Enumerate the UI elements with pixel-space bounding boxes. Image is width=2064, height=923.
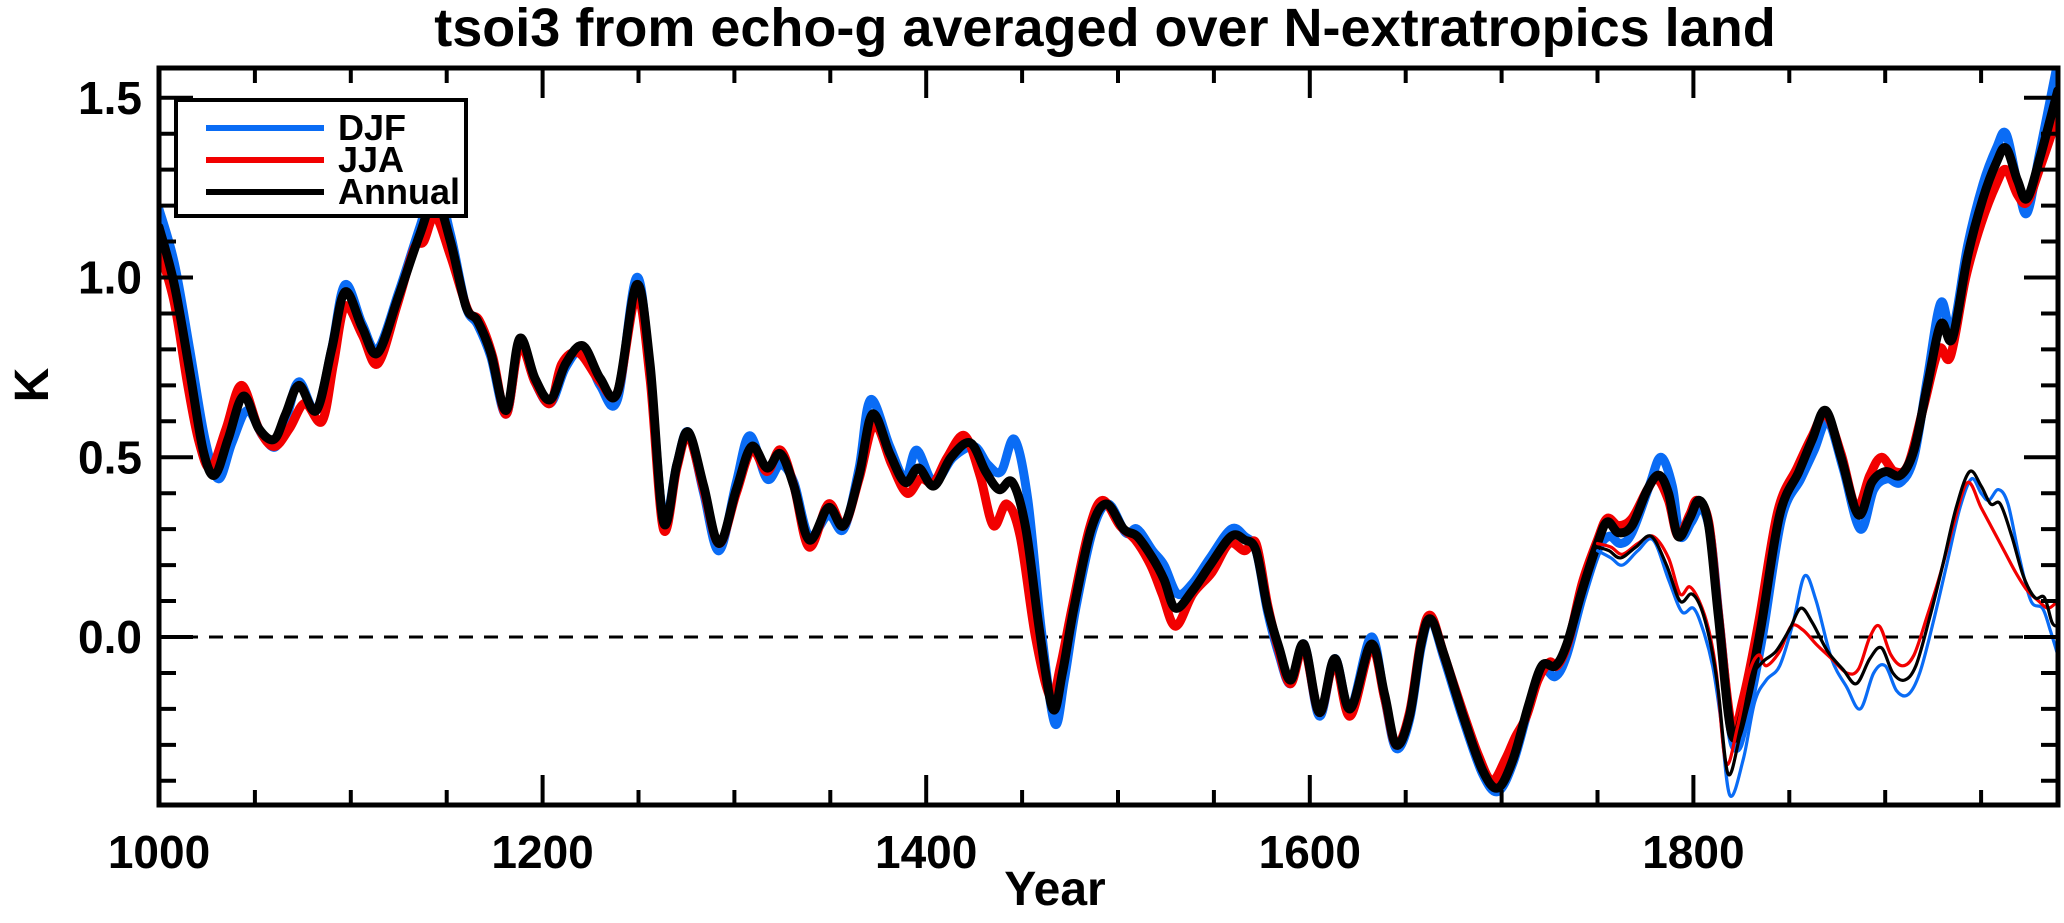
x-axis-label: Year: [1004, 863, 1105, 916]
y-axis-label: K: [6, 367, 59, 402]
axis-ticks: [157, 68, 2058, 805]
series-jja-thin: [1595, 480, 2058, 767]
chart-title: tsoi3 from echo-g averaged over N-extrat…: [434, 0, 1775, 58]
y-tick-label: 0.5: [78, 431, 142, 483]
x-tick-label: 1000: [108, 826, 210, 878]
y-tick-labels: 0.0 0.5 1.0 1.5: [78, 72, 142, 663]
legend-label-annual: Annual: [338, 171, 460, 212]
data-curves: [159, 68, 2058, 798]
x-tick-label: 1200: [491, 826, 593, 878]
x-tick-label: 1400: [875, 826, 977, 878]
plot-border: [156, 65, 2061, 808]
y-tick-label: 1.0: [78, 252, 142, 304]
x-tick-label: 1800: [1642, 826, 1744, 878]
legend-label-djf: DJF: [338, 107, 406, 148]
series-djf-thin: [1595, 476, 2058, 798]
x-tick-labels: 1000 1200 1400 1600 1800: [108, 826, 1745, 878]
series-annual-thin: [1595, 469, 2058, 777]
legend-label-jja: JJA: [338, 139, 404, 180]
y-tick-label: 1.5: [78, 72, 142, 124]
y-tick-label: 0.0: [78, 611, 142, 663]
x-tick-label: 1600: [1259, 826, 1361, 878]
